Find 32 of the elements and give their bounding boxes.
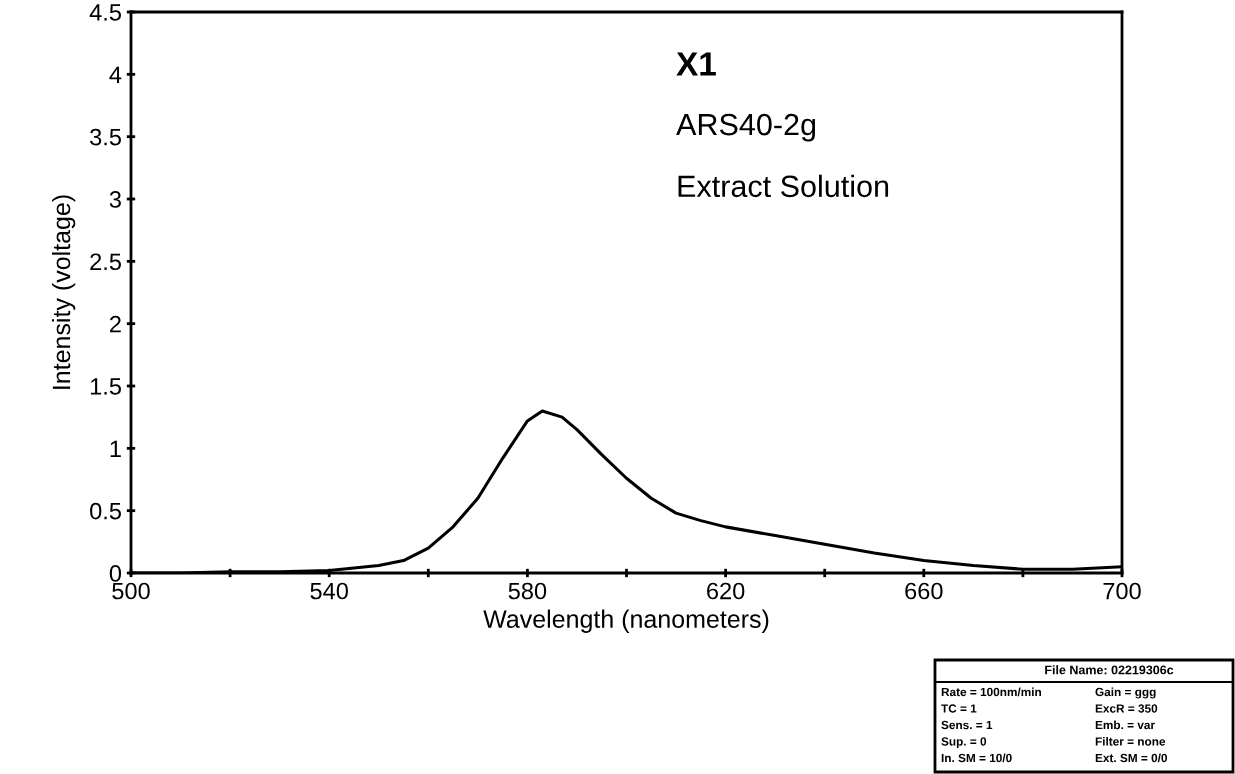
- text: Gain = ggg: [1095, 687, 1156, 699]
- text: In. SM = 10/0: [941, 753, 1012, 763]
- y-tick-label: 1.5: [90, 378, 121, 395]
- text: ExcR = 350: [1095, 704, 1158, 713]
- x-tick-label: 620: [707, 582, 745, 600]
- text: Rate = 100nm/min: [941, 687, 1041, 697]
- x-tick-label: 700: [1103, 582, 1141, 600]
- text: File Name: 02219306c: [1045, 665, 1174, 675]
- annotation: X1: [676, 52, 716, 76]
- text: Filter = none: [1095, 737, 1166, 746]
- text: Emb. = var: [1095, 720, 1155, 730]
- y-tick-label: 4.5: [89, 4, 121, 21]
- y-tick-label: 3.5: [90, 128, 121, 146]
- text: Ext. SM = 0/0: [1095, 753, 1168, 763]
- text: Sup. = 0: [941, 737, 987, 748]
- y-tick-label: 0.5: [90, 502, 121, 520]
- annotation: Extract Solution: [678, 174, 889, 198]
- y-tick-label: 2: [110, 315, 121, 333]
- x-tick-label: 540: [310, 582, 348, 600]
- y-tick-label: 1: [110, 440, 121, 457]
- text: Sens. = 1: [941, 720, 993, 730]
- x-tick-label: 580: [508, 582, 547, 600]
- y-tick-label: 4: [109, 66, 122, 83]
- y-tick-label: 2.5: [90, 253, 121, 271]
- y-tick-label: 0: [109, 565, 122, 582]
- x-tick-label: 660: [905, 582, 943, 600]
- annotation: ARS40-2g: [676, 113, 816, 142]
- y-axis-title: Intensity (voltage): [51, 195, 76, 389]
- x-tick-label: 500: [112, 582, 150, 600]
- text: TC = 1: [941, 704, 977, 713]
- y-tick-label: 3: [109, 191, 121, 208]
- x-axis-title: Wavelength (nanometers): [483, 609, 769, 633]
